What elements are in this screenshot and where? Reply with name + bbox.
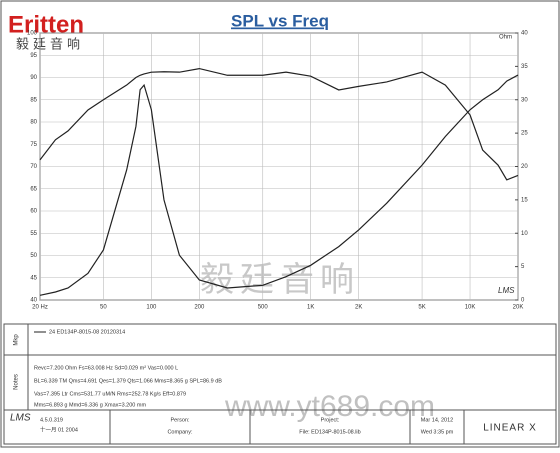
brand: LINEAR X (483, 423, 537, 434)
series-line (39, 74, 519, 296)
y2-tick-label: 30 (521, 97, 528, 103)
x-tick-label: 500 (258, 305, 269, 311)
y-tick-label: 60 (30, 209, 37, 215)
mic-label: Mkp (14, 334, 20, 346)
y2-axis-label: Ohm (499, 35, 512, 41)
x-tick-label: 100 (146, 305, 157, 311)
logo: Eritten (8, 11, 84, 38)
y2-tick-label: 25 (521, 131, 528, 137)
y2-tick-label: 35 (521, 64, 528, 70)
note: Revc=7.200 Ohm Fs=63.008 Hz Sd=0.029 m² … (34, 365, 178, 371)
y2-tick-label: 20 (521, 164, 528, 170)
y-tick-label: 40 (30, 298, 37, 304)
version-date: 十一月 01 2004 (40, 425, 78, 433)
version: 4.5.0.319 (40, 417, 63, 423)
watermark-url: www.yt689.com (224, 390, 435, 423)
x-tick-label: 200 (194, 305, 205, 311)
y-tick-label: 100 (27, 31, 38, 37)
x-tick-label: 50 (100, 305, 107, 311)
y2-tick-label: 5 (521, 264, 525, 270)
footer-frame (3, 323, 557, 445)
note: Vas=7.395 Ltr Cms=531.77 uM/N Rms=252.78… (34, 391, 186, 397)
y-tick-label: 70 (30, 164, 37, 170)
series-line (39, 67, 519, 181)
y2-tick-label: 0 (521, 298, 525, 304)
y-tick-label: 75 (30, 142, 37, 148)
project: Project: (321, 417, 340, 423)
y2-tick-label: 15 (521, 197, 528, 203)
file: File: ED134P-8015-08.lib (299, 429, 360, 435)
y-tick-label: 90 (30, 75, 37, 81)
x-tick-label: 1K (307, 305, 314, 311)
note: Mms=6.893 g Mmd=6.336 g Xmax=3.200 mm (34, 402, 146, 408)
x-tick-label: 10K (465, 305, 476, 311)
notes-label: Notes (14, 374, 20, 390)
x-tick-label: 2K (355, 305, 362, 311)
lms-logo: LMS (10, 413, 31, 424)
x-tick-label: 20 Hz (32, 305, 48, 311)
date: Mar 14, 2012 (421, 417, 453, 423)
y-tick-label: 45 (30, 275, 37, 281)
person: Person: (171, 417, 190, 423)
y-tick-label: 85 (30, 97, 37, 103)
y-tick-label: 65 (30, 186, 37, 192)
x-tick-label: 5K (418, 305, 425, 311)
note: BL=6.339 TM Qms=4.691 Qes=1.379 Qts=1.06… (34, 378, 222, 384)
watermark: 毅廷音响 (200, 261, 360, 299)
y-tick-label: 95 (30, 53, 37, 59)
logo-sub: 毅廷音响 (16, 36, 84, 51)
company: Company: (167, 429, 193, 435)
time: Wed 3:35 pm (421, 429, 454, 435)
y2-tick-label: 40 (521, 31, 528, 37)
legend-text: 24 ED134P-8015-08 20120314 (49, 329, 125, 335)
y-tick-label: 80 (30, 120, 37, 126)
badge: LMS (498, 286, 515, 295)
y-tick-label: 55 (30, 231, 37, 237)
x-tick-label: 20K (513, 305, 524, 311)
chart-title: SPL vs Freq (231, 11, 329, 30)
y-tick-label: 50 (30, 253, 37, 259)
y2-tick-label: 10 (521, 231, 528, 237)
